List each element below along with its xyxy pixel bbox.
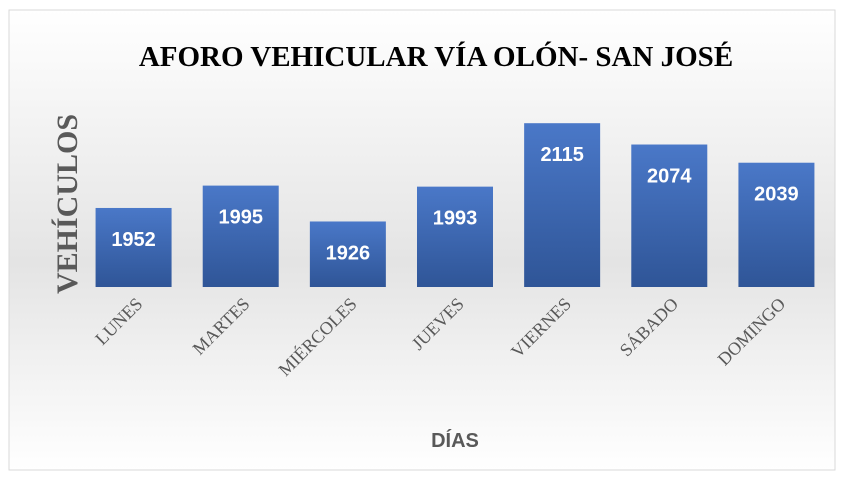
data-label: 1926 bbox=[326, 242, 371, 264]
data-label: 1995 bbox=[218, 207, 263, 229]
bar bbox=[95, 207, 172, 287]
bar bbox=[202, 185, 279, 287]
bar bbox=[631, 144, 708, 287]
bar bbox=[417, 186, 493, 287]
bar bbox=[309, 221, 386, 287]
bar bbox=[738, 162, 815, 287]
bar bbox=[524, 123, 601, 287]
data-label: 1952 bbox=[111, 229, 156, 251]
data-label: 1993 bbox=[433, 208, 478, 230]
data-label: 2115 bbox=[540, 144, 583, 166]
x-axis-label: DÍAS bbox=[431, 429, 479, 452]
data-label: 2039 bbox=[754, 184, 799, 206]
y-axis-label: VEHÍCULOS bbox=[51, 114, 84, 294]
data-label: 2074 bbox=[647, 166, 692, 188]
chart-title: AFORO VEHICULAR VÍA OLÓN- SAN JOSÉ bbox=[139, 40, 733, 73]
